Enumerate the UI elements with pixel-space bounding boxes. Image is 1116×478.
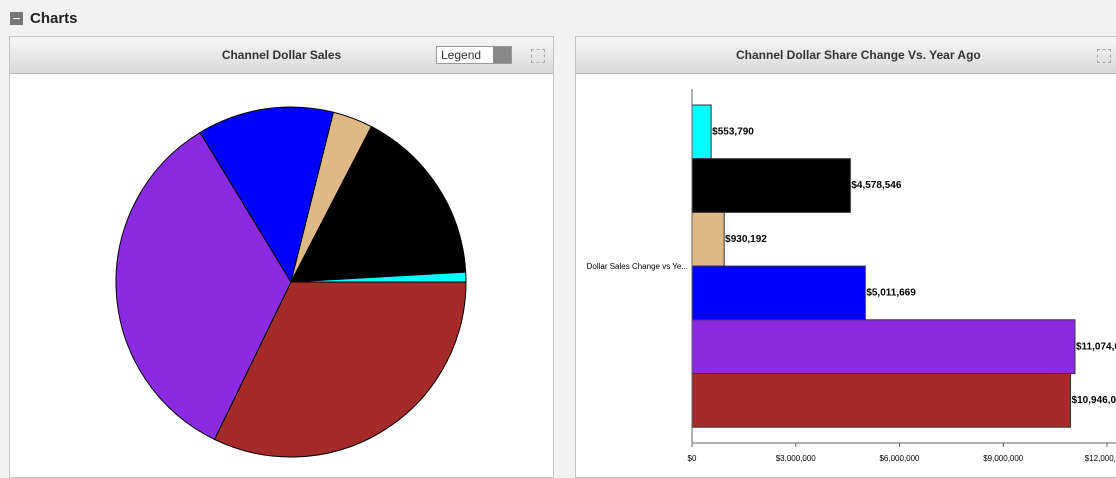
value-label: $5,011,669 xyxy=(866,288,916,299)
value-label: $10,946,000 xyxy=(1072,395,1116,406)
expand-icon[interactable] xyxy=(1097,49,1111,63)
pie-slice xyxy=(290,271,467,283)
panel-title: Channel Dollar Sales xyxy=(221,48,342,62)
value-label: $4,578,546 xyxy=(851,180,901,191)
bar xyxy=(691,104,712,160)
bar xyxy=(691,319,1076,375)
x-tick-label: $0 xyxy=(688,454,697,463)
x-tick-label: $3,000,000 xyxy=(776,454,817,463)
panel-title: Channel Dollar Share Change Vs. Year Ago xyxy=(736,48,981,62)
bar xyxy=(691,158,851,213)
value-label: $930,192 xyxy=(725,234,767,245)
bar xyxy=(691,211,725,267)
category-label: Dollar Sales Change vs Ye... xyxy=(587,262,688,271)
section-title: Charts xyxy=(30,9,78,27)
bar xyxy=(691,265,866,321)
bar-chart: $553,790 $4,578,546 $930,192 $5,011,669 $11,… xyxy=(587,89,1116,463)
legend-dropdown[interactable]: Legend xyxy=(436,46,512,64)
bar-panel: Channel Dollar Share Change Vs. Year Ago… xyxy=(575,36,1116,478)
dropdown-text: Legend xyxy=(441,48,482,62)
collapse-icon[interactable] xyxy=(10,11,23,25)
pie-slice xyxy=(213,281,467,458)
panel-header: Channel Dollar Sales Legend xyxy=(10,37,553,74)
x-tick-label: $9,000,000 xyxy=(983,454,1024,463)
pie-slice xyxy=(115,131,292,441)
expand-icon[interactable] xyxy=(531,49,545,63)
value-label: $11,074,000 xyxy=(1076,341,1116,352)
section-header: Charts xyxy=(10,8,78,28)
x-tick-label: $6,000,000 xyxy=(879,454,920,463)
pie-panel: Channel Dollar Sales Legend xyxy=(9,36,554,478)
value-label: $553,790 xyxy=(712,126,754,137)
pie-slice xyxy=(290,125,467,283)
bar xyxy=(691,373,1072,428)
pie-chart xyxy=(115,106,467,458)
pie-slice xyxy=(199,106,335,284)
panel-header: Channel Dollar Share Change Vs. Year Ago xyxy=(576,37,1116,74)
x-tick-label: $12,000,000 xyxy=(1085,454,1116,463)
